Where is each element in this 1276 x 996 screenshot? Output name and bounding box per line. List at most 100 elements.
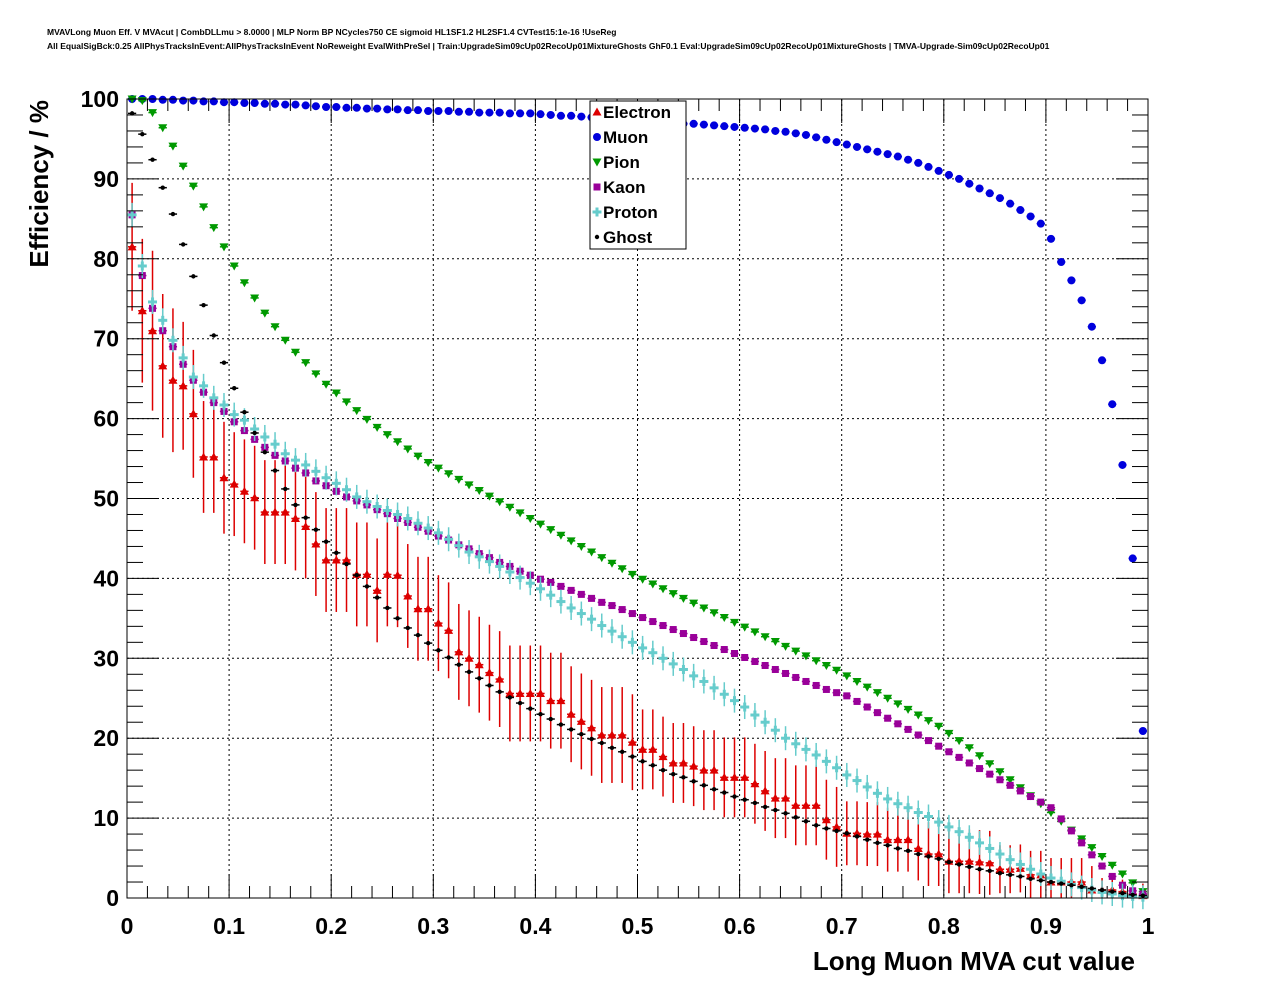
triangle-up-marker: [393, 570, 403, 579]
muon-point: [577, 112, 586, 121]
ghost-point: [454, 662, 463, 667]
electron-point: [229, 432, 239, 537]
triangle-down-marker: [229, 262, 239, 271]
proton-point: [893, 791, 903, 816]
cross-marker: [678, 664, 688, 674]
square-marker: [802, 677, 810, 685]
circle-marker: [842, 140, 851, 149]
legend-label: Kaon: [603, 178, 646, 197]
triangle-down-marker: [964, 744, 974, 753]
muon-point: [791, 129, 800, 138]
circle-marker: [750, 124, 759, 133]
triangle-up-marker: [607, 730, 617, 739]
cross-marker: [372, 501, 382, 511]
proton-point: [137, 253, 147, 278]
ghost-point: [648, 763, 657, 768]
triangle-up-marker: [158, 361, 168, 370]
dot-marker: [916, 851, 921, 857]
triangle-up-marker: [433, 618, 443, 627]
electron-point: [678, 723, 688, 803]
cross-marker: [985, 843, 995, 853]
square-marker: [608, 602, 616, 610]
circle-marker: [465, 107, 474, 116]
series-ghost: [128, 111, 1147, 898]
circle-marker: [965, 179, 974, 188]
electron-point: [709, 730, 719, 811]
circle-marker: [281, 100, 290, 109]
kaon-point: [1016, 787, 1025, 795]
triangle-down-marker: [862, 683, 872, 692]
proton-point: [699, 669, 709, 694]
muon-point: [720, 122, 729, 131]
square-marker: [822, 685, 830, 693]
dot-marker: [1110, 889, 1115, 894]
kaon-point: [771, 665, 780, 673]
circle-marker: [230, 98, 239, 107]
ghost-point: [1036, 878, 1045, 883]
proton-point: [505, 560, 515, 585]
pion-point: [342, 398, 352, 407]
dot-marker: [568, 727, 574, 732]
triangle-down-marker: [648, 580, 658, 589]
proton-point: [658, 646, 668, 671]
cross-marker: [801, 744, 811, 754]
triangle-down-marker: [1128, 879, 1138, 888]
square-marker: [873, 709, 881, 717]
triangle-down-marker: [872, 689, 882, 698]
cross-marker: [250, 424, 260, 434]
triangle-down-marker: [638, 575, 648, 584]
ghost-point: [373, 595, 382, 600]
dot-marker: [140, 131, 145, 137]
triangle-down-marker: [678, 594, 688, 603]
square-marker: [751, 657, 759, 665]
kaon-point: [761, 661, 770, 669]
circle-marker: [1077, 296, 1086, 305]
dot-marker: [191, 274, 196, 279]
triangle-down-marker: [260, 309, 270, 318]
cross-marker: [413, 518, 423, 528]
ghost-point: [556, 722, 566, 727]
cross-marker: [495, 561, 505, 571]
electron-point: [505, 645, 515, 742]
ghost-point: [168, 211, 178, 217]
electron-point: [791, 765, 801, 846]
dot-marker: [926, 854, 931, 859]
pion-point: [607, 559, 617, 568]
ghost-point: [199, 302, 208, 308]
triangle-up-marker: [311, 539, 321, 548]
muon-point: [709, 121, 719, 130]
cross-marker: [342, 485, 352, 495]
circle-marker: [832, 138, 841, 147]
ghost-point: [189, 274, 198, 279]
muon-point: [383, 105, 392, 114]
cross-marker: [352, 492, 362, 502]
electron-point: [433, 575, 443, 672]
electron-point: [740, 737, 750, 818]
circle-marker: [812, 133, 821, 142]
electron-point: [750, 743, 760, 824]
ghost-point: [281, 486, 290, 492]
series-proton: [127, 202, 1148, 910]
dot-marker: [640, 759, 645, 764]
kaon-point: [781, 669, 790, 677]
dot-marker: [1059, 881, 1064, 886]
dot-marker: [283, 486, 288, 492]
triangle-up-marker: [689, 761, 699, 770]
muon-point: [403, 106, 412, 115]
pion-point: [1087, 844, 1097, 853]
circle-marker: [373, 104, 382, 113]
muon-point: [822, 135, 831, 144]
triangle-down-marker: [495, 498, 505, 507]
proton-point: [811, 742, 821, 767]
muon-point: [567, 111, 576, 120]
triangle-up-marker: [250, 493, 260, 502]
dot-marker: [834, 828, 839, 834]
dot-marker: [854, 834, 860, 839]
muon-point: [689, 119, 698, 128]
dot-marker: [242, 410, 247, 415]
triangle-down-marker: [1005, 776, 1015, 785]
electron-point: [617, 687, 627, 783]
dot-marker: [374, 595, 380, 600]
dot-marker: [517, 700, 523, 706]
ghost-point: [179, 242, 188, 247]
